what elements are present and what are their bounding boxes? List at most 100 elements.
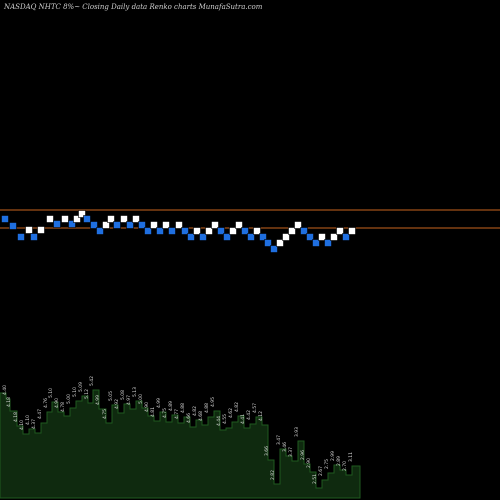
renko-brick-up: [253, 227, 261, 235]
volume-label: 4.66: [186, 413, 192, 423]
renko-brick-up: [205, 227, 213, 235]
renko-brick-down: [217, 227, 225, 235]
volume-label: 4.92: [114, 399, 120, 409]
volume-label: 5.05: [108, 391, 114, 401]
volume-label: 3.46: [282, 442, 288, 452]
renko-brick-up: [175, 221, 183, 229]
volume-label: 5.13: [132, 387, 138, 397]
volume-label: 4.99: [156, 398, 162, 408]
volume-label: 4.57: [252, 403, 258, 413]
volume-label: 4.76: [43, 398, 49, 408]
renko-brick-down: [53, 220, 61, 228]
renko-brick-down: [90, 221, 98, 229]
volume-label: 2.51: [312, 474, 318, 484]
renko-brick-up: [276, 239, 284, 247]
volume-label: 4.75: [162, 408, 168, 418]
renko-brick-up: [46, 215, 54, 223]
volume-label: 2.75: [324, 459, 330, 469]
volume-label: 4.75: [102, 409, 108, 419]
chart-title: NASDAQ NHTC 8%~ Closing Daily data Renko…: [4, 3, 263, 11]
renko-brick-down: [30, 233, 38, 241]
renko-brick-up: [73, 215, 81, 223]
renko-brick-down: [17, 233, 25, 241]
volume-label: 3.66: [264, 446, 270, 456]
renko-brick-down: [138, 221, 146, 229]
volume-area: [0, 389, 361, 499]
volume-label: 5.00: [66, 394, 72, 404]
volume-label: 2.82: [270, 470, 276, 480]
renko-brick-up: [150, 221, 158, 229]
renko-brick-up: [107, 215, 115, 223]
volume-label: 2.67: [318, 466, 324, 476]
volume-label: 4.89: [168, 401, 174, 411]
volume-label: 4.55: [222, 414, 228, 424]
volume-label: 3.93: [294, 427, 300, 437]
volume-label: 4.81: [150, 407, 156, 417]
renko-brick-down: [264, 239, 272, 247]
volume-label: 6.07: [0, 379, 2, 389]
volume-label: 3.47: [276, 435, 282, 445]
volume-label: 5.08: [120, 390, 126, 400]
volume-label: 2.96: [300, 450, 306, 460]
renko-brick-up: [61, 215, 69, 223]
volume-label: 5.10: [72, 387, 78, 397]
renko-brick-up: [348, 227, 356, 235]
renko-brick-up: [102, 221, 110, 229]
renko-brick-up: [211, 221, 219, 229]
renko-brick-up: [132, 215, 140, 223]
volume-label: 5.00: [138, 394, 144, 404]
renko-brick-up: [336, 227, 344, 235]
renko-brick-up: [162, 221, 170, 229]
volume-label: 4.82: [192, 406, 198, 416]
volume-label: 3.37: [288, 447, 294, 457]
renko-brick-down: [68, 220, 76, 228]
volume-label: 5.12: [84, 389, 90, 399]
renko-brick-up: [330, 233, 338, 241]
renko-brick-up: [288, 227, 296, 235]
renko-brick-down: [300, 227, 308, 235]
volume-label: 4.44: [216, 416, 222, 426]
renko-brick-down: [312, 239, 320, 247]
renko-brick-down: [156, 227, 164, 235]
renko-brick-down: [9, 222, 17, 230]
renko-brick-down: [181, 227, 189, 235]
renko-brick-down: [241, 227, 249, 235]
renko-brick-up: [318, 233, 326, 241]
volume-label: 2.90: [306, 458, 312, 468]
volume-label: 4.90: [144, 402, 150, 412]
renko-brick-up: [120, 215, 128, 223]
renko-brick-down: [342, 233, 350, 241]
volume-label: 3.11: [348, 452, 354, 462]
renko-brick-down: [187, 233, 195, 241]
volume-label: 4.10: [25, 415, 31, 425]
volume-label: 4.95: [210, 397, 216, 407]
volume-label: 4.68: [198, 411, 204, 421]
renko-brick-up: [25, 226, 33, 234]
volume-label: 4.41: [240, 414, 246, 424]
volume-label: 4.97: [126, 395, 132, 405]
volume-label: 2.99: [330, 451, 336, 461]
volume-label: 4.90: [54, 398, 60, 408]
renko-brick-down: [324, 239, 332, 247]
volume-label: 4.62: [228, 408, 234, 418]
volume-label: 4.10: [19, 420, 25, 430]
volume-label: 5.10: [48, 388, 54, 398]
renko-brick-down: [113, 221, 121, 229]
renko-brick-up: [193, 227, 201, 235]
renko-brick-down: [259, 233, 267, 241]
renko-brick-down: [247, 233, 255, 241]
renko-brick-up: [294, 221, 302, 229]
renko-brick-down: [270, 245, 278, 253]
renko-brick-down: [144, 227, 152, 235]
renko-brick-up: [229, 227, 237, 235]
volume-label: 4.37: [31, 419, 37, 429]
volume-label: 2.70: [342, 461, 348, 471]
volume-label: 5.42: [89, 376, 95, 386]
volume-label: 4.77: [174, 409, 180, 419]
volume-label: 4.18: [6, 397, 12, 407]
renko-brick-up: [235, 221, 243, 229]
volume-label: 4.18: [13, 412, 19, 422]
volume-label: 5.09: [78, 382, 84, 392]
volume-label: 4.99: [95, 395, 101, 405]
